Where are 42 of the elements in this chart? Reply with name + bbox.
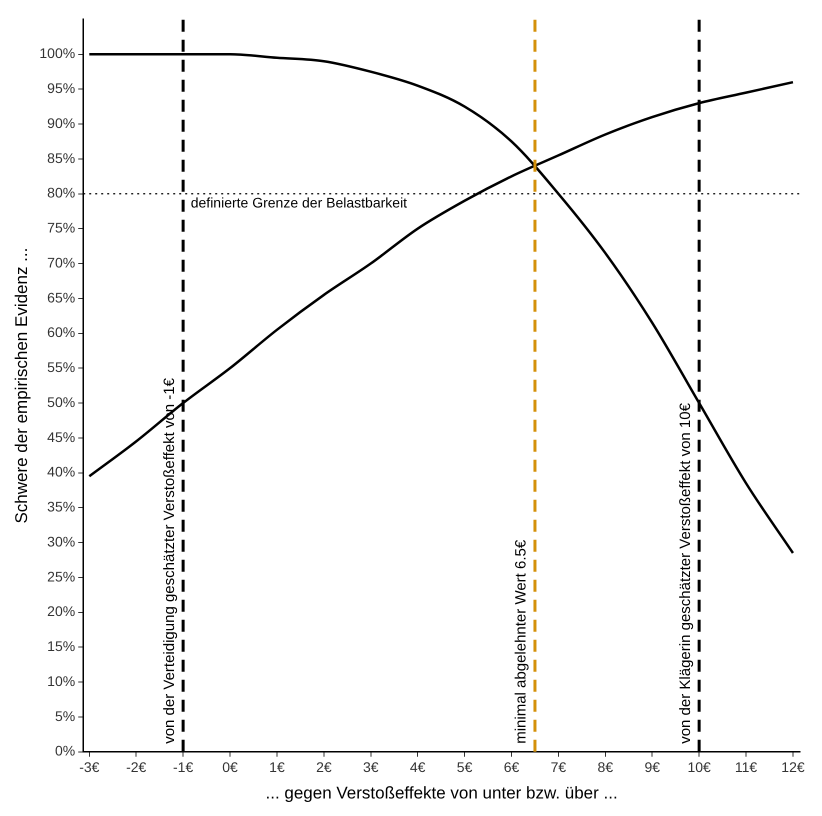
y-tick-label: 65% xyxy=(47,289,76,306)
ref-line-label: definierte Grenze der Belastbarkeit xyxy=(190,194,408,211)
y-tick-label: 30% xyxy=(47,533,76,550)
y-tick-label: 45% xyxy=(47,428,76,445)
y-tick-label: 35% xyxy=(47,498,76,515)
x-tick-label: -1€ xyxy=(173,759,194,776)
y-tick-label: 50% xyxy=(47,394,76,410)
x-tick-label: 8€ xyxy=(598,759,614,776)
x-tick-label: 12€ xyxy=(781,759,805,776)
x-tick-label: 9€ xyxy=(644,759,660,776)
x-tick-label: 7€ xyxy=(550,759,566,776)
y-tick-label: 70% xyxy=(47,254,76,270)
y-tick-label: 25% xyxy=(47,568,76,584)
x-tick-label: 2€ xyxy=(316,759,332,776)
y-tick-label: 100% xyxy=(39,45,76,62)
x-tick-label: 0€ xyxy=(222,759,238,776)
y-tick-label: 40% xyxy=(47,464,76,480)
y-tick-label: 20% xyxy=(47,603,76,620)
x-tick-label: -3€ xyxy=(79,759,100,776)
y-tick-label: 5% xyxy=(54,708,76,724)
y-tick-label: 95% xyxy=(47,80,76,96)
x-tick-label: 10€ xyxy=(687,759,712,776)
x-tick-label: 1€ xyxy=(269,759,285,776)
y-tick-label: 85% xyxy=(47,150,76,166)
y-tick-label: 15% xyxy=(47,638,76,654)
ref-line-label: von der Klägerin geschätzter Verstoßeffekt von 10€ xyxy=(676,402,694,744)
ref-line-label: minimal abgelehnter Wert 6.5€ xyxy=(512,539,530,744)
x-tick-label: 4€ xyxy=(410,759,426,776)
x-tick-label: -2€ xyxy=(126,759,147,776)
x-tick-label: 6€ xyxy=(504,759,520,776)
y-tick-label: 10% xyxy=(47,672,76,689)
x-tick-label: 11€ xyxy=(734,759,758,776)
x-tick-label: 3€ xyxy=(362,759,379,776)
y-tick-label: 0% xyxy=(54,742,76,759)
y-tick-label: 75% xyxy=(47,220,76,236)
y-tick-label: 60% xyxy=(47,324,76,340)
y-tick-label: 55% xyxy=(47,359,76,376)
y-tick-label: 90% xyxy=(47,114,76,131)
x-tick-label: 5€ xyxy=(456,759,473,776)
x-axis-title: ... gegen Verstoßeffekte von unter bzw. über ... xyxy=(266,783,618,802)
y-tick-label: 80% xyxy=(47,184,76,201)
y-axis-title: Schwere der empirischen Evidenz ... xyxy=(12,248,31,524)
